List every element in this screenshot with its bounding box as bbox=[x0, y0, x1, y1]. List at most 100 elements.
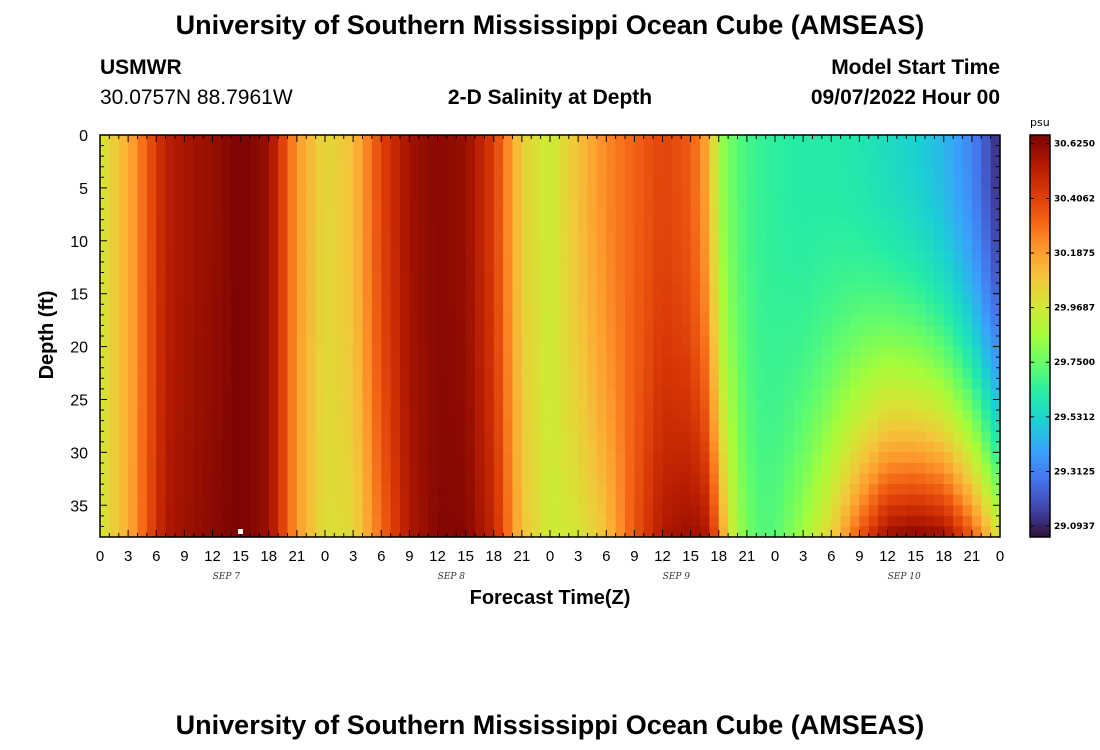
heatmap-cell bbox=[990, 378, 1001, 390]
heatmap-cell bbox=[465, 156, 476, 168]
heatmap-cell bbox=[184, 272, 195, 284]
heatmap-cell bbox=[737, 166, 748, 178]
heatmap-cell bbox=[784, 198, 795, 210]
heatmap-cell bbox=[878, 473, 889, 485]
heatmap-cell bbox=[493, 526, 504, 538]
heatmap-cell bbox=[625, 156, 635, 168]
heatmap-cell bbox=[625, 166, 635, 178]
heatmap-cell bbox=[775, 420, 785, 432]
heatmap-cell bbox=[296, 240, 307, 252]
heatmap-cell bbox=[146, 515, 157, 528]
heatmap-cell bbox=[934, 177, 945, 189]
heatmap-cell bbox=[990, 283, 1001, 295]
heatmap-cell bbox=[943, 410, 954, 422]
heatmap-cell bbox=[784, 336, 795, 348]
heatmap-cell bbox=[503, 145, 514, 157]
heatmap-cell bbox=[812, 515, 823, 528]
heatmap-cell bbox=[390, 325, 401, 337]
heatmap-cell bbox=[109, 431, 120, 443]
heatmap-cell bbox=[231, 314, 242, 327]
heatmap-cell bbox=[728, 441, 739, 453]
heatmap-cell bbox=[240, 135, 251, 147]
heatmap-cell bbox=[212, 346, 223, 358]
x-tick-label: 18 bbox=[485, 548, 502, 565]
heatmap-cell bbox=[212, 357, 223, 369]
heatmap-cell bbox=[343, 187, 354, 200]
heatmap-cell bbox=[878, 431, 889, 443]
heatmap-cell bbox=[625, 240, 635, 252]
heatmap-cell bbox=[756, 272, 767, 284]
heatmap-cell bbox=[334, 378, 345, 390]
heatmap-cell bbox=[943, 219, 954, 231]
heatmap-cell bbox=[109, 251, 120, 263]
heatmap-cell bbox=[803, 156, 814, 168]
heatmap-cell bbox=[109, 399, 120, 411]
heatmap-cell bbox=[653, 515, 664, 528]
heatmap-cell bbox=[362, 378, 373, 390]
heatmap-cell bbox=[971, 240, 982, 252]
heatmap-cell bbox=[428, 251, 439, 263]
heatmap-cell bbox=[540, 261, 551, 274]
heatmap-cell bbox=[109, 293, 120, 305]
heatmap-cell bbox=[353, 261, 364, 274]
heatmap-cell bbox=[128, 452, 139, 464]
heatmap-cell bbox=[709, 346, 720, 358]
heatmap-cell bbox=[503, 452, 514, 464]
heatmap-cell bbox=[662, 198, 673, 210]
heatmap-cell bbox=[568, 452, 579, 464]
heatmap-cell bbox=[296, 166, 307, 178]
heatmap-cell bbox=[100, 431, 110, 443]
heatmap-cell bbox=[681, 526, 692, 538]
heatmap-cell bbox=[118, 399, 129, 411]
heatmap-cell bbox=[559, 325, 570, 337]
heatmap-cell bbox=[409, 325, 420, 337]
heatmap-cell bbox=[775, 452, 785, 464]
heatmap-cell bbox=[934, 388, 945, 401]
heatmap-cell bbox=[550, 304, 560, 316]
heatmap-cell bbox=[728, 494, 739, 506]
heatmap-cell bbox=[578, 494, 589, 506]
heatmap-cell bbox=[934, 230, 945, 242]
heatmap-cell bbox=[390, 473, 401, 485]
heatmap-cell bbox=[390, 283, 401, 295]
heatmap-cell bbox=[709, 526, 720, 538]
heatmap-cell bbox=[850, 388, 860, 401]
heatmap-cell bbox=[840, 198, 851, 210]
heatmap-cell bbox=[446, 431, 457, 443]
heatmap-cell bbox=[803, 240, 814, 252]
heatmap-cell bbox=[990, 145, 1001, 157]
heatmap-cell bbox=[118, 473, 129, 485]
heatmap-cell bbox=[475, 251, 485, 263]
heatmap-cell bbox=[334, 388, 345, 401]
heatmap-cell bbox=[709, 505, 720, 517]
heatmap-cell bbox=[118, 505, 129, 517]
heatmap-cell bbox=[128, 261, 139, 274]
heatmap-cell bbox=[428, 219, 439, 231]
heatmap-cell bbox=[484, 346, 495, 358]
heatmap-cell bbox=[137, 505, 148, 517]
heatmap-cell bbox=[728, 240, 739, 252]
heatmap-cell bbox=[887, 378, 898, 390]
heatmap-cell bbox=[409, 357, 420, 369]
heatmap-cell bbox=[250, 240, 260, 252]
heatmap-cell bbox=[240, 357, 251, 369]
heatmap-cell bbox=[203, 251, 214, 263]
heatmap-cell bbox=[353, 441, 364, 453]
heatmap-cell bbox=[812, 304, 823, 316]
heatmap-cell bbox=[259, 494, 270, 506]
heatmap-cell bbox=[371, 209, 382, 221]
heatmap-cell bbox=[353, 293, 364, 305]
heatmap-cell bbox=[203, 219, 214, 231]
heatmap-cell bbox=[287, 314, 298, 327]
heatmap-cell bbox=[381, 135, 392, 147]
heatmap-cell bbox=[784, 473, 795, 485]
y-tick-label: 25 bbox=[70, 392, 88, 409]
heatmap-cell bbox=[606, 219, 617, 231]
heatmap-cell bbox=[681, 462, 692, 475]
heatmap-cell bbox=[662, 145, 673, 157]
heatmap-cell bbox=[240, 283, 251, 295]
heatmap-cell bbox=[540, 515, 551, 528]
heatmap-cell bbox=[503, 325, 514, 337]
heatmap-cell bbox=[746, 410, 757, 422]
heatmap-cell bbox=[203, 388, 214, 401]
